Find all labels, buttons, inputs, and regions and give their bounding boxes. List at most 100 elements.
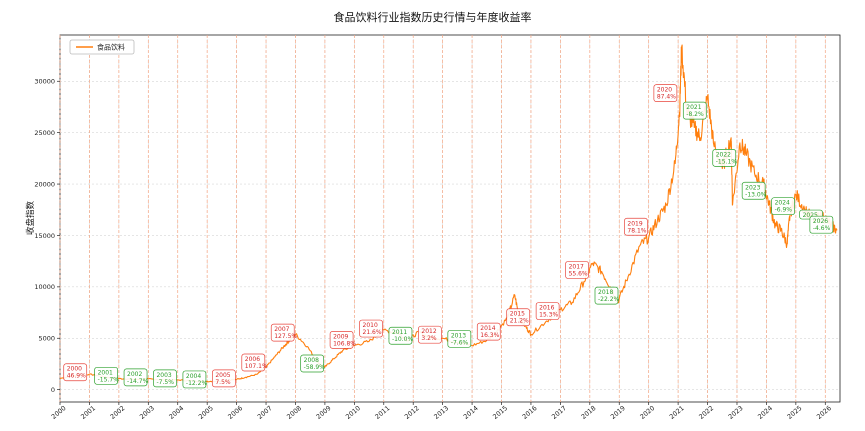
annotation-return: 16.3% — [480, 332, 499, 339]
y-tick-label: 20000 — [34, 180, 55, 188]
annotation-return: 46.9% — [67, 373, 86, 380]
annotation-2001: 2001-15.7% — [94, 366, 120, 385]
annotation-return: -15.7% — [98, 376, 120, 383]
annotation-return: -58.9% — [304, 364, 326, 371]
annotation-box — [359, 319, 383, 338]
annotation-box — [506, 308, 531, 327]
annotation-return: -13.0% — [745, 191, 767, 198]
annotation-box — [741, 181, 766, 200]
y-tick-label: 15000 — [34, 232, 55, 240]
annotation-year: 2015 — [510, 311, 525, 318]
annotation-return: -10.0% — [392, 336, 414, 343]
annotation-year: 2026 — [813, 218, 828, 225]
x-tick-label: 2015 — [491, 404, 509, 421]
annotation-box — [682, 101, 707, 120]
x-tick-label: 2020 — [638, 404, 656, 421]
x-tick-label: 2013 — [432, 404, 450, 421]
y-axis-label: 收盘指数 — [25, 201, 36, 236]
annotation-year: 2010 — [363, 322, 378, 329]
annotation-year: 2018 — [598, 289, 613, 296]
annotation-return: -15.1% — [716, 158, 738, 165]
annotation-box — [94, 366, 118, 385]
annotation-box — [300, 354, 325, 373]
annotation-year: 2009 — [333, 333, 348, 340]
x-tick-label: 2014 — [462, 404, 480, 421]
x-tick-label: 2008 — [285, 404, 303, 421]
annotation-year: 2023 — [745, 184, 760, 191]
annotation-return: 78.1% — [627, 227, 646, 234]
annotation-return: -22.2% — [598, 296, 620, 303]
x-tick-label: 2001 — [79, 404, 97, 421]
annotation-return: 21.2% — [510, 318, 529, 325]
y-tick-label: 0 — [51, 386, 55, 394]
annotation-year: 2012 — [421, 328, 436, 335]
annotation-2011: 2011-10.0% — [388, 326, 414, 345]
annotation-2018: 2018-22.2% — [594, 286, 620, 305]
x-tick-label: 2022 — [697, 404, 715, 421]
x-tick-label: 2026 — [815, 404, 833, 421]
legend-label: 食品饮料 — [97, 43, 125, 52]
annotation-2002: 2002-14.7% — [123, 368, 149, 387]
annotation-return: -14.7% — [127, 378, 149, 385]
x-tick-label: 2021 — [668, 404, 686, 421]
chart-title: 食品饮料行业指数历史行情与年度收益率 — [333, 11, 532, 24]
annotation-year: 2014 — [480, 325, 495, 332]
annotation-box — [212, 369, 236, 388]
x-tick-label: 2010 — [344, 404, 362, 421]
annotation-year: 2021 — [686, 104, 701, 111]
x-tick-label: 2018 — [580, 404, 598, 421]
annotation-box — [418, 325, 442, 344]
x-tick-label: 2023 — [727, 404, 745, 421]
annotation-2003: 2003-7.5% — [153, 369, 177, 388]
annotation-box — [447, 329, 472, 348]
x-tick-label: 2024 — [756, 404, 774, 421]
annotation-return: 127.5% — [274, 333, 297, 340]
annotation-year: 2002 — [127, 371, 142, 378]
annotation-box — [653, 84, 678, 102]
annotation-year: 2016 — [539, 305, 554, 312]
annotation-year: 2007 — [274, 326, 289, 333]
annotation-year: 2006 — [245, 356, 260, 363]
annotation-return: -8.2% — [686, 111, 704, 118]
annotation-year: 2004 — [186, 373, 201, 380]
annotation-return: -7.5% — [156, 379, 174, 386]
annotation-return: 3.2% — [421, 335, 437, 342]
annotation-year: 2019 — [627, 220, 642, 227]
annotation-box — [809, 215, 834, 234]
legend-box — [69, 39, 135, 55]
annotation-year: 2000 — [67, 366, 82, 373]
annotation-year: 2008 — [304, 357, 319, 364]
annotation-2013: 2013-7.6% — [447, 329, 472, 348]
annotation-box — [565, 261, 589, 279]
annotation-year: 2020 — [657, 87, 672, 94]
annotation-return: 106.8% — [333, 340, 356, 347]
annotation-year: 2001 — [98, 369, 113, 376]
x-tick-label: 2006 — [226, 404, 244, 421]
annotation-2022: 2022-15.1% — [712, 149, 738, 167]
annotation-box — [329, 330, 354, 349]
annotation-box — [270, 323, 295, 342]
annotation-2021: 2021-8.2% — [682, 101, 707, 120]
y-tick-label: 25000 — [34, 129, 55, 137]
annotation-return: 7.5% — [215, 379, 231, 386]
x-tick-label: 2003 — [138, 404, 156, 421]
x-tick-label: 2009 — [315, 404, 333, 421]
annotation-return: -12.2% — [186, 380, 208, 387]
annotation-return: 55.6% — [569, 270, 588, 277]
annotation-box — [182, 370, 207, 389]
annotation-2023: 2023-13.0% — [741, 181, 767, 200]
annotation-return: -4.6% — [813, 225, 831, 232]
x-tick-label: 2007 — [256, 404, 274, 421]
annotation-box — [712, 149, 737, 167]
annotation-2024: 2024-6.9% — [771, 197, 795, 216]
annotation-return: -6.9% — [775, 207, 793, 214]
